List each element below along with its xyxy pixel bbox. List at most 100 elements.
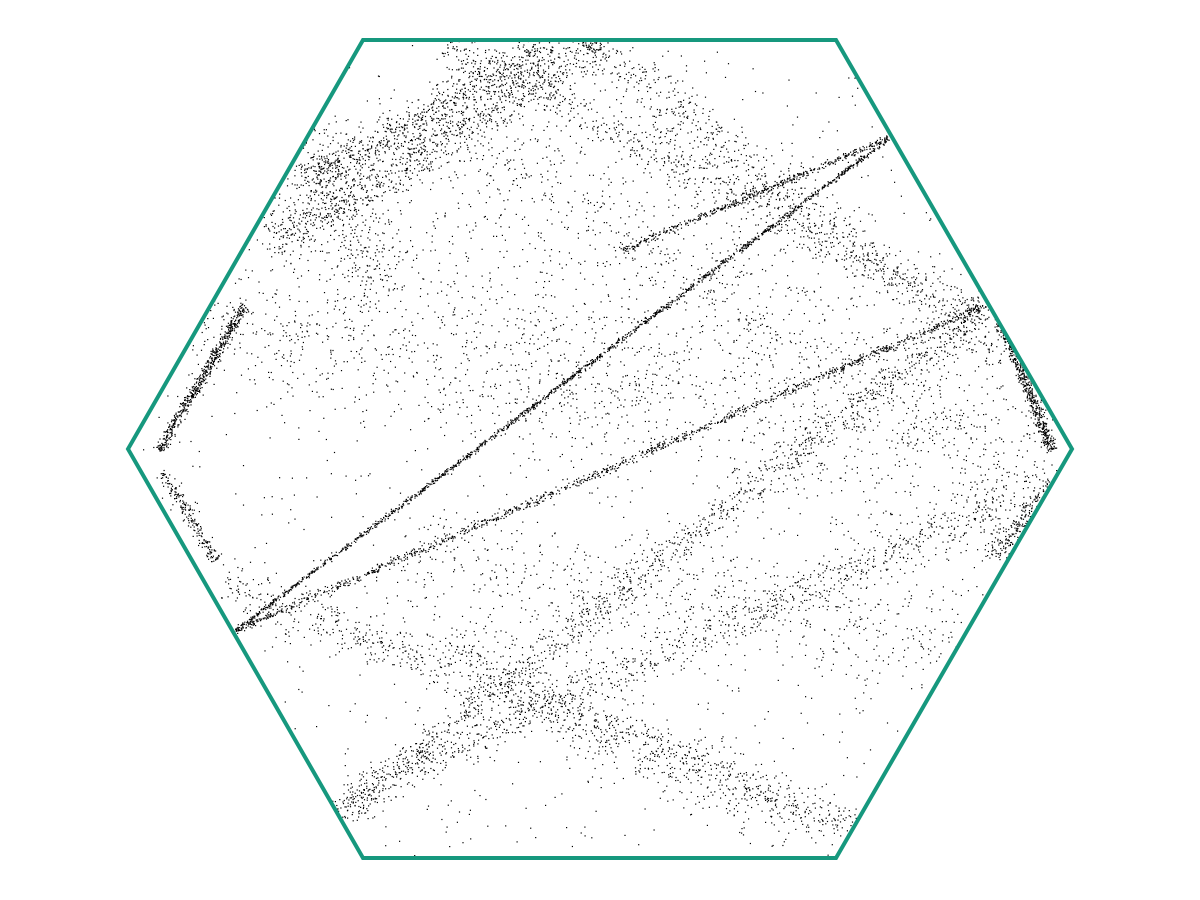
orbit-point <box>587 476 589 478</box>
orbit-point <box>594 477 596 479</box>
orbit-point <box>677 229 679 231</box>
orbit-point <box>706 215 708 217</box>
orbit-point <box>742 250 744 252</box>
orbit-point <box>689 219 692 221</box>
orbit-point <box>884 350 886 352</box>
orbit-point <box>629 562 631 564</box>
orbit-point <box>424 486 426 488</box>
orbit-point <box>378 567 380 569</box>
orbit-point <box>543 718 545 721</box>
orbit-point <box>298 604 300 606</box>
orbit-point <box>416 754 419 757</box>
orbit-point <box>803 378 805 380</box>
orbit-point <box>422 488 424 490</box>
orbit-point <box>848 153 850 155</box>
orbit-point <box>531 730 533 732</box>
orbit-point <box>756 193 758 195</box>
orbit-point <box>382 767 384 769</box>
orbit-point <box>841 172 843 174</box>
orbit-point <box>640 663 642 665</box>
orbit-point <box>324 563 327 565</box>
orbit-point <box>581 367 583 369</box>
orbit-point <box>555 714 557 716</box>
orbit-point <box>474 527 476 529</box>
orbit-point <box>871 351 873 353</box>
orbit-point <box>997 518 999 520</box>
orbit-point <box>559 696 561 698</box>
orbit-point <box>578 642 580 644</box>
orbit-point <box>609 611 612 613</box>
orbit-point <box>622 666 624 669</box>
orbit-point <box>773 398 775 400</box>
orbit-point <box>655 313 657 315</box>
orbit-point <box>685 291 687 293</box>
orbit-point <box>511 422 513 425</box>
orbit-point <box>794 582 796 584</box>
orbit-point <box>850 566 853 568</box>
orbit-point <box>281 605 283 607</box>
orbit-point <box>512 421 514 423</box>
orbit-point <box>875 142 877 144</box>
orbit-point <box>597 355 599 358</box>
orbit-point <box>897 344 899 346</box>
orbit-point <box>818 167 820 169</box>
orbit-point <box>484 442 486 444</box>
orbit-point <box>513 422 515 424</box>
orbit-point <box>614 577 616 579</box>
orbit-point <box>582 624 584 626</box>
orbit-point <box>682 437 684 439</box>
orbit-point <box>602 668 604 670</box>
orbit-point <box>839 157 841 160</box>
orbit-point <box>352 576 354 578</box>
orbit-point <box>478 525 481 527</box>
orbit-point <box>570 378 572 380</box>
orbit-point <box>781 182 783 184</box>
orbit-point <box>344 585 346 587</box>
orbit-point <box>701 213 703 215</box>
orbit-point <box>499 678 501 681</box>
orbit-point <box>452 752 454 754</box>
orbit-point <box>820 372 822 374</box>
orbit-point <box>642 671 644 674</box>
orbit-point <box>884 552 887 554</box>
orbit-point <box>685 433 687 435</box>
orbit-point <box>503 429 505 431</box>
orbit-point <box>819 426 822 428</box>
orbit-point <box>496 435 498 437</box>
orbit-point <box>622 462 624 464</box>
orbit-point <box>480 734 482 736</box>
orbit-point <box>244 630 246 632</box>
orbit-point <box>755 237 757 239</box>
orbit-point <box>674 554 676 556</box>
orbit-point <box>869 144 871 146</box>
orbit-point <box>874 351 876 353</box>
orbit-point <box>410 746 412 748</box>
orbit-point <box>988 514 990 516</box>
orbit-point <box>418 759 421 761</box>
orbit-point <box>855 360 857 362</box>
orbit-point <box>810 594 812 596</box>
orbit-point <box>639 243 641 245</box>
orbit-point <box>407 769 409 771</box>
orbit-point <box>629 588 631 590</box>
orbit-point <box>969 309 972 311</box>
orbit-point <box>611 468 613 470</box>
orbit-point <box>766 469 768 471</box>
orbit-point <box>733 413 735 415</box>
orbit-point <box>784 588 786 590</box>
orbit-point <box>337 581 339 583</box>
orbit-point <box>860 160 863 162</box>
orbit-point <box>726 204 729 206</box>
orbit-point <box>588 629 590 631</box>
orbit-point <box>859 159 861 161</box>
orbit-point <box>942 322 944 324</box>
orbit-point <box>580 368 582 370</box>
orbit-point <box>752 402 754 404</box>
orbit-point <box>542 706 544 708</box>
orbit-point <box>852 150 854 152</box>
orbit-point <box>711 513 713 515</box>
orbit-point <box>568 482 570 484</box>
orbit-point <box>872 350 874 352</box>
orbit-point <box>509 719 511 721</box>
orbit-point <box>806 599 808 601</box>
